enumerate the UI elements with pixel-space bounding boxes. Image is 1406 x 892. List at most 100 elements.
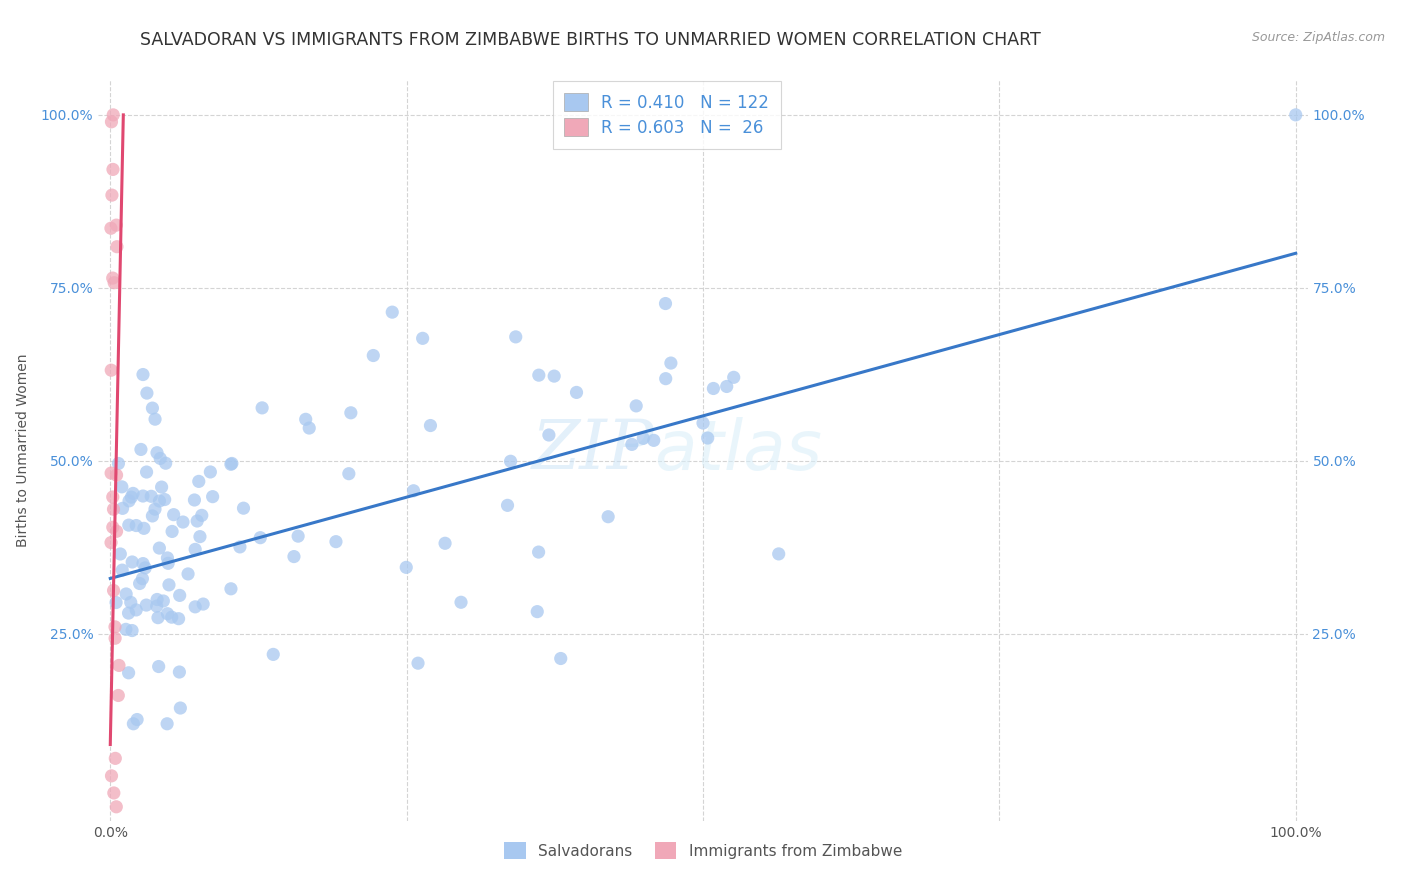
Point — [122, 716, 145, 731]
Point — [104, 632, 127, 646]
Point — [105, 240, 128, 254]
Point — [100, 466, 122, 480]
Point — [135, 386, 157, 401]
Point — [395, 560, 418, 574]
Point — [696, 431, 718, 445]
Point — [141, 489, 163, 503]
Point — [148, 494, 170, 508]
Point — [250, 401, 273, 415]
Point — [107, 457, 129, 471]
Point — [132, 521, 155, 535]
Point — [598, 509, 620, 524]
Point — [537, 428, 560, 442]
Point — [169, 701, 191, 715]
Point — [100, 535, 122, 549]
Point — [156, 550, 179, 565]
Point — [103, 502, 125, 516]
Point — [101, 188, 124, 202]
Point — [100, 115, 122, 129]
Text: Source: ZipAtlas.com: Source: ZipAtlas.com — [1251, 31, 1385, 45]
Point — [135, 598, 157, 612]
Point — [104, 620, 127, 634]
Point — [177, 566, 200, 581]
Point — [108, 658, 131, 673]
Point — [294, 412, 316, 426]
Point — [527, 545, 550, 559]
Point — [149, 451, 172, 466]
Point — [100, 363, 122, 377]
Point — [620, 437, 643, 451]
Point — [434, 536, 457, 550]
Point — [148, 541, 170, 555]
Point — [132, 489, 155, 503]
Point — [191, 597, 214, 611]
Point — [550, 651, 572, 665]
Point — [101, 490, 124, 504]
Point — [128, 576, 150, 591]
Point — [117, 606, 139, 620]
Point — [125, 518, 148, 533]
Point — [412, 331, 434, 345]
Point — [768, 547, 790, 561]
Point — [526, 605, 548, 619]
Point — [111, 563, 134, 577]
Point — [157, 557, 180, 571]
Point — [633, 431, 655, 445]
Point — [120, 490, 142, 504]
Point — [201, 490, 224, 504]
Point — [129, 442, 152, 457]
Point — [118, 518, 141, 533]
Point — [125, 603, 148, 617]
Point — [155, 456, 177, 470]
Point — [184, 542, 207, 557]
Point — [169, 665, 191, 679]
Point — [624, 399, 647, 413]
Point — [232, 501, 254, 516]
Point — [146, 610, 169, 624]
Point — [111, 501, 134, 516]
Point — [127, 713, 149, 727]
Point — [496, 499, 519, 513]
Point — [118, 494, 141, 508]
Point — [361, 349, 384, 363]
Point — [340, 406, 363, 420]
Point — [153, 492, 176, 507]
Point — [148, 659, 170, 673]
Point — [702, 382, 724, 396]
Point — [121, 555, 143, 569]
Point — [104, 751, 127, 765]
Point — [143, 502, 166, 516]
Point — [298, 421, 321, 435]
Text: ZIP: ZIP — [531, 417, 655, 483]
Point — [156, 716, 179, 731]
Point — [103, 108, 125, 122]
Point — [169, 588, 191, 602]
Point — [157, 578, 180, 592]
Point — [132, 368, 155, 382]
Point — [692, 416, 714, 430]
Point — [184, 599, 207, 614]
Point — [103, 583, 125, 598]
Point — [156, 607, 179, 621]
Point — [565, 385, 588, 400]
Point — [499, 454, 522, 468]
Point — [643, 434, 665, 448]
Point — [716, 379, 738, 393]
Point — [419, 418, 441, 433]
Point — [145, 599, 167, 614]
Point — [110, 547, 132, 561]
Legend: Salvadorans, Immigrants from Zimbabwe: Salvadorans, Immigrants from Zimbabwe — [498, 836, 908, 865]
Point — [283, 549, 305, 564]
Point — [406, 656, 429, 670]
Y-axis label: Births to Unmarried Women: Births to Unmarried Women — [15, 354, 30, 547]
Point — [505, 330, 527, 344]
Point — [163, 508, 186, 522]
Point — [402, 483, 425, 498]
Point — [141, 508, 163, 523]
Point — [105, 595, 128, 609]
Point — [101, 271, 124, 285]
Text: SALVADORAN VS IMMIGRANTS FROM ZIMBABWE BIRTHS TO UNMARRIED WOMEN CORRELATION CHA: SALVADORAN VS IMMIGRANTS FROM ZIMBABWE B… — [141, 31, 1040, 49]
Point — [543, 369, 565, 384]
Point — [219, 582, 242, 596]
Point — [117, 665, 139, 680]
